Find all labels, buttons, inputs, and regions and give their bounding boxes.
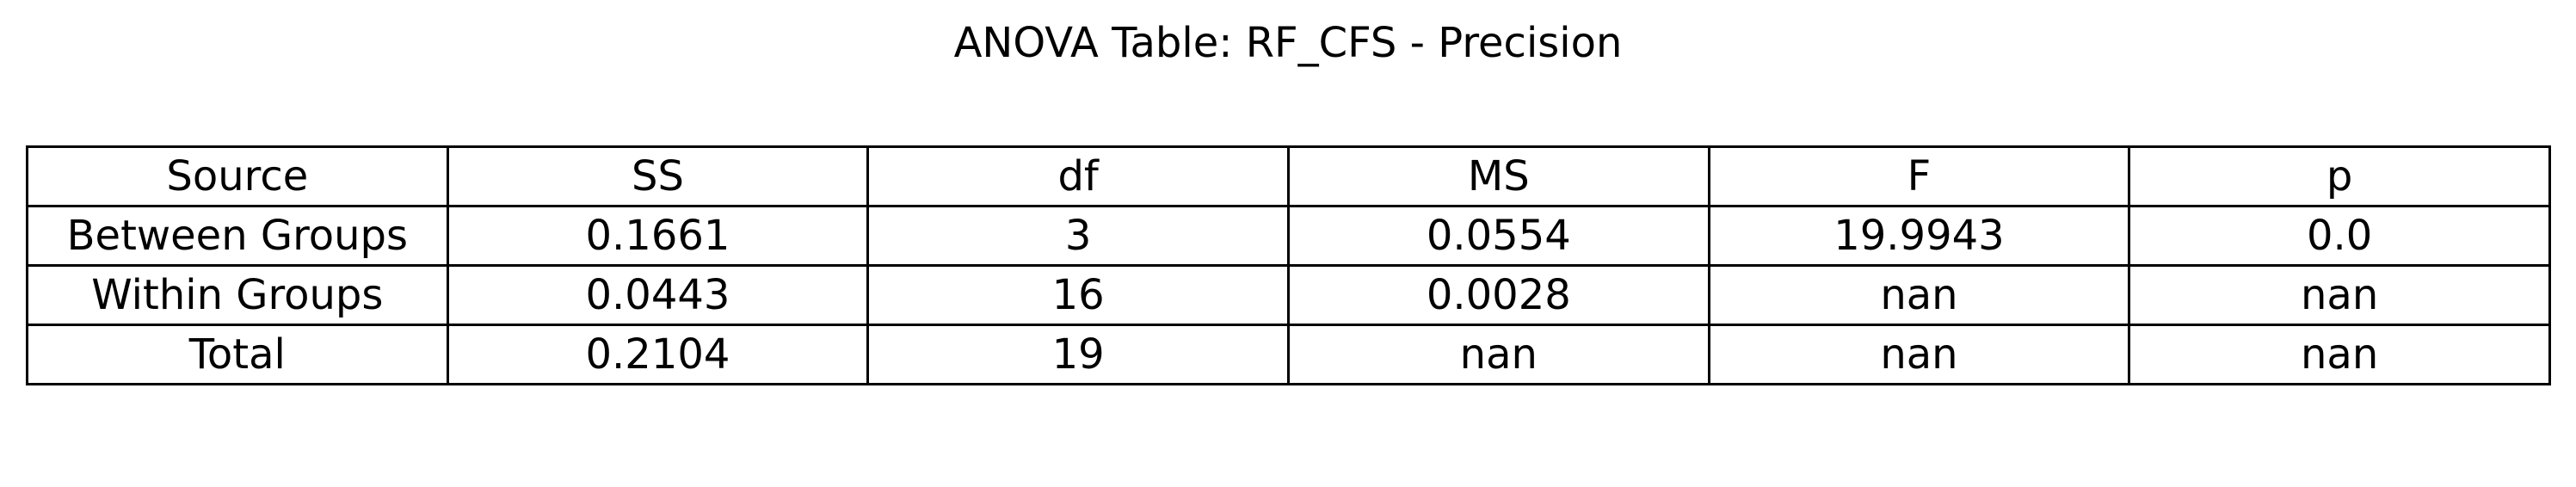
cell-ss: 0.0443 (446, 264, 870, 326)
cell-df: 19 (866, 324, 1290, 385)
header-cell-source: Source (26, 145, 449, 207)
cell-df: 3 (866, 205, 1290, 267)
header-cell-ms: MS (1286, 145, 1710, 207)
table-row-between-groups: Between Groups 0.1661 3 0.0554 19.9943 0… (26, 205, 2551, 267)
cell-p: nan (2128, 264, 2551, 326)
header-cell-f: F (1707, 145, 2131, 207)
header-cell-df: df (866, 145, 1290, 207)
cell-ms: 0.0028 (1286, 264, 1710, 326)
cell-ss: 0.1661 (446, 205, 870, 267)
cell-p: 0.0 (2128, 205, 2551, 267)
cell-f: nan (1707, 264, 2131, 326)
cell-f: nan (1707, 324, 2131, 385)
cell-ss: 0.2104 (446, 324, 870, 385)
header-cell-p: p (2128, 145, 2551, 207)
cell-ms: nan (1286, 324, 1710, 385)
cell-source: Between Groups (26, 205, 449, 267)
header-row: Source SS df MS F p (26, 145, 2551, 207)
anova-table: Source SS df MS F p Between Groups 0.166… (26, 145, 2551, 385)
cell-df: 16 (866, 264, 1290, 326)
chart-title: ANOVA Table: RF_CFS - Precision (953, 19, 1623, 67)
header-cell-ss: SS (446, 145, 870, 207)
table-row-within-groups: Within Groups 0.0443 16 0.0028 nan nan (26, 264, 2551, 326)
cell-ms: 0.0554 (1286, 205, 1710, 267)
cell-f: 19.9943 (1707, 205, 2131, 267)
cell-source: Total (26, 324, 449, 385)
cell-p: nan (2128, 324, 2551, 385)
cell-source: Within Groups (26, 264, 449, 326)
table-row-total: Total 0.2104 19 nan nan nan (26, 324, 2551, 385)
